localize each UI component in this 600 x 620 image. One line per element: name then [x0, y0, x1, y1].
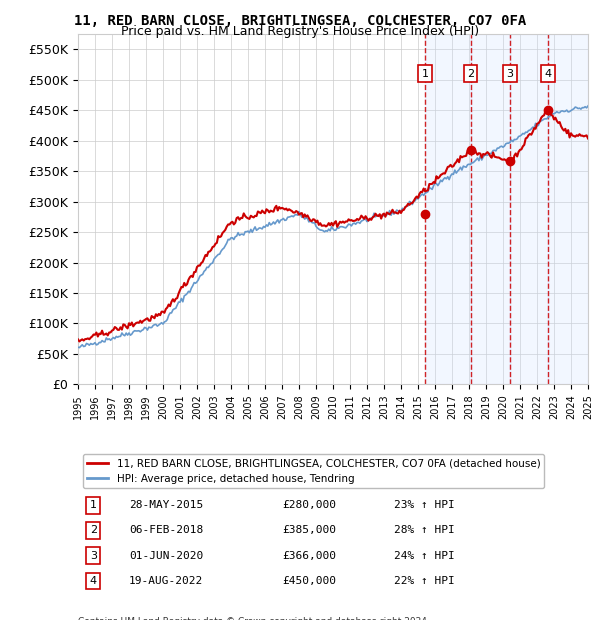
Text: Price paid vs. HM Land Registry's House Price Index (HPI): Price paid vs. HM Land Registry's House …	[121, 25, 479, 38]
Text: 11, RED BARN CLOSE, BRIGHTLINGSEA, COLCHESTER, CO7 0FA: 11, RED BARN CLOSE, BRIGHTLINGSEA, COLCH…	[74, 14, 526, 28]
Text: 3: 3	[506, 69, 514, 79]
Text: 06-FEB-2018: 06-FEB-2018	[129, 526, 203, 536]
Bar	[510, 34, 548, 384]
Text: 4: 4	[544, 69, 551, 79]
Text: 22% ↑ HPI: 22% ↑ HPI	[394, 576, 455, 586]
Text: 1: 1	[421, 69, 428, 79]
Text: 19-AUG-2022: 19-AUG-2022	[129, 576, 203, 586]
Text: £280,000: £280,000	[282, 500, 336, 510]
Text: £366,000: £366,000	[282, 551, 336, 560]
Text: 23% ↑ HPI: 23% ↑ HPI	[394, 500, 455, 510]
Text: 2: 2	[90, 526, 97, 536]
Text: £385,000: £385,000	[282, 526, 336, 536]
Text: 28% ↑ HPI: 28% ↑ HPI	[394, 526, 455, 536]
Text: 2: 2	[467, 69, 474, 79]
Text: £450,000: £450,000	[282, 576, 336, 586]
Text: 28-MAY-2015: 28-MAY-2015	[129, 500, 203, 510]
Text: 24% ↑ HPI: 24% ↑ HPI	[394, 551, 455, 560]
Bar	[470, 34, 510, 384]
Text: 4: 4	[90, 576, 97, 586]
Bar	[548, 34, 588, 384]
Legend: 11, RED BARN CLOSE, BRIGHTLINGSEA, COLCHESTER, CO7 0FA (detached house), HPI: Av: 11, RED BARN CLOSE, BRIGHTLINGSEA, COLCH…	[83, 454, 544, 488]
Text: 1: 1	[90, 500, 97, 510]
Text: 01-JUN-2020: 01-JUN-2020	[129, 551, 203, 560]
Text: 3: 3	[90, 551, 97, 560]
Text: Contains HM Land Registry data © Crown copyright and database right 2024.
This d: Contains HM Land Registry data © Crown c…	[78, 617, 430, 620]
Bar	[425, 34, 470, 384]
